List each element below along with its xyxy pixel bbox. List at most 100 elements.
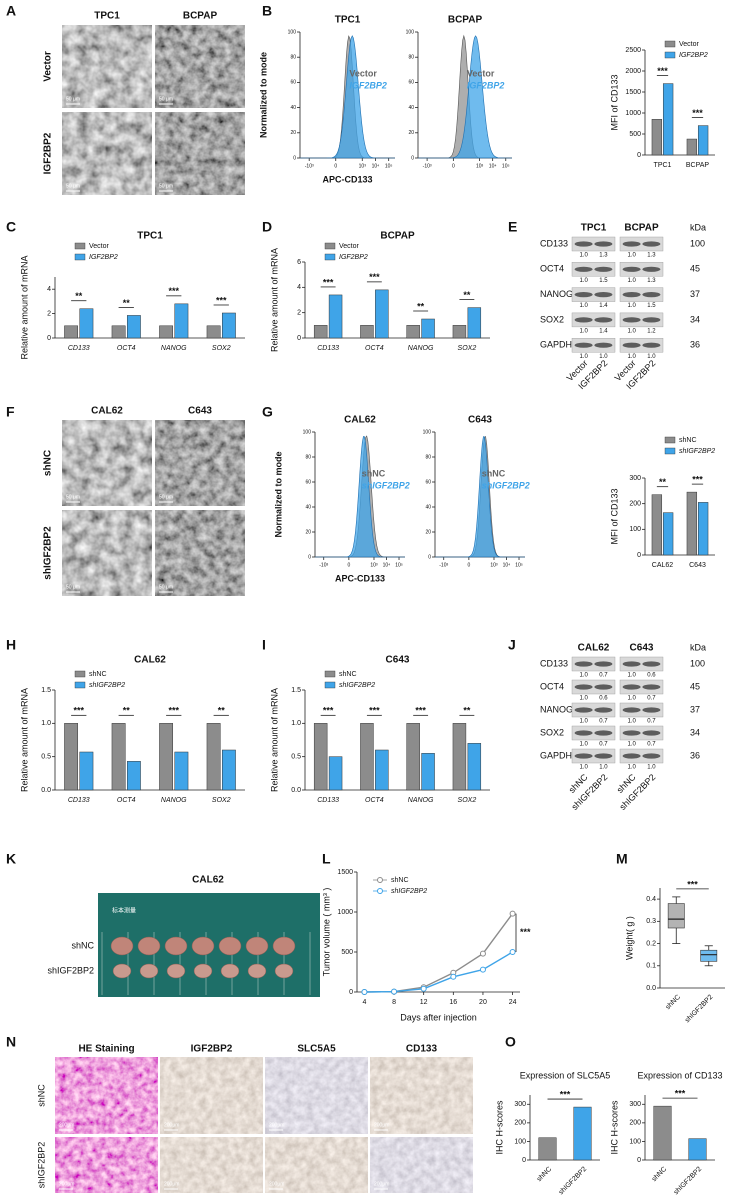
column-title: IGF2BP2 <box>191 1044 233 1055</box>
blot-band <box>642 292 661 298</box>
bar <box>126 315 141 339</box>
significance-label: ** <box>463 706 471 716</box>
blot-band <box>622 317 641 323</box>
scale-bar-label: 50 μm <box>159 96 173 102</box>
micrograph <box>370 1057 473 1134</box>
histogram-curve <box>315 436 405 558</box>
x-tick-label: 10⁴ <box>383 562 391 568</box>
tumor <box>110 936 134 956</box>
y-tick-label: 2000 <box>625 68 641 75</box>
y-tick-label: 200 <box>629 501 641 508</box>
bar <box>573 1106 592 1161</box>
bar <box>64 723 79 791</box>
panel-letter: H <box>6 637 16 653</box>
blot-band <box>574 317 593 323</box>
blot-strip <box>619 236 664 252</box>
y-tick-label: 0 <box>349 989 353 996</box>
scale-bar-label: 200μm <box>59 1122 74 1128</box>
tumor <box>166 963 186 979</box>
x-tick-label: NANOG <box>408 797 434 804</box>
y-tick-label: 0 <box>297 335 301 342</box>
blot-strip <box>571 748 616 764</box>
kda-label: kDa <box>690 642 706 652</box>
band-ratio: 1.0 <box>579 719 588 725</box>
band-ratio: 0.7 <box>647 742 656 748</box>
legend-label: Vector <box>349 68 377 78</box>
y-tick-label: 40 <box>408 105 414 111</box>
bar <box>467 307 482 339</box>
band-ratio: 1.0 <box>627 719 636 725</box>
y-tick-label: 2 <box>47 310 51 317</box>
blot-title: C643 <box>630 643 654 654</box>
x-tick-label: 0 <box>452 163 455 169</box>
kda-value: 37 <box>690 289 700 299</box>
significance-label: *** <box>692 474 703 484</box>
legend-swatch <box>664 51 676 59</box>
x-tick-label: 10⁴ <box>489 163 497 169</box>
band-ratio: 1.0 <box>579 673 588 679</box>
tumor <box>274 963 294 979</box>
scale-bar-label: 200μm <box>164 1181 179 1187</box>
legend-label: shIGF2BP2 <box>482 480 530 490</box>
chart-title: C643 <box>386 655 410 666</box>
band-ratio: 1.5 <box>647 303 656 309</box>
panel-letter: J <box>508 637 516 653</box>
bar <box>174 303 189 339</box>
significance-label: ** <box>417 301 425 311</box>
y-tick-label: 20 <box>408 130 414 136</box>
y-tick-label: 0 <box>308 554 311 560</box>
bar <box>538 1137 557 1161</box>
kda-value: 45 <box>690 681 700 691</box>
bar <box>328 294 343 339</box>
micrograph <box>62 112 152 195</box>
row-label: shIGF2BP2 <box>36 1142 46 1189</box>
data-point <box>361 989 368 995</box>
y-tick-label: 0.0 <box>646 985 656 992</box>
legend-label: IGF2BP2 <box>339 254 368 261</box>
legend-swatch <box>74 681 86 689</box>
blot-strip <box>571 312 616 328</box>
blot-band <box>622 707 641 713</box>
column-title: CD133 <box>406 1044 438 1055</box>
x-tick-label: TPC1 <box>654 162 672 169</box>
micrograph <box>265 1137 368 1193</box>
y-tick-label: 0 <box>637 152 641 159</box>
significance-label: *** <box>369 706 380 716</box>
x-tick-label: OCT4 <box>365 345 384 352</box>
legend-label: Vector <box>467 68 495 78</box>
protein-name: GAPDH <box>540 750 572 760</box>
chart-title: Expression of CD133 <box>637 1070 722 1080</box>
y-tick-label: 1500 <box>337 869 353 876</box>
significance-label: *** <box>415 706 426 716</box>
y-tick-label: 60 <box>425 479 431 485</box>
x-tick-label: OCT4 <box>117 797 136 804</box>
scale-bar-label: 200μm <box>374 1181 389 1187</box>
blot-band <box>594 661 613 667</box>
x-tick-label: 10³ <box>370 562 378 568</box>
y-tick-label: 40 <box>305 504 311 510</box>
y-tick-label: 60 <box>290 80 296 86</box>
y-tick-label: 0 <box>293 155 296 161</box>
legend-label: shIGF2BP2 <box>391 888 427 895</box>
band-ratio: 1.3 <box>647 253 656 259</box>
x-tick-label: SOX2 <box>212 345 231 352</box>
legend-swatch <box>74 242 86 250</box>
band-ratio: 0.7 <box>599 673 608 679</box>
y-tick-label: 100 <box>629 1138 641 1145</box>
tumor <box>247 963 267 979</box>
band-ratio: 1.0 <box>599 765 608 771</box>
panel-letter: F <box>6 404 15 420</box>
blot-band <box>642 317 661 323</box>
bar <box>111 325 126 339</box>
blot-band <box>574 241 593 247</box>
legend-label: shNC <box>482 468 506 478</box>
bar <box>159 325 174 339</box>
micrograph <box>62 25 152 108</box>
y-tick-label: 100 <box>303 429 312 435</box>
panel-letter: A <box>6 3 16 19</box>
blot-strip <box>571 262 616 277</box>
bar <box>328 756 343 791</box>
x-tick-label: 20 <box>479 999 487 1006</box>
histogram-curve <box>300 35 395 159</box>
significance-label: ** <box>75 291 83 301</box>
